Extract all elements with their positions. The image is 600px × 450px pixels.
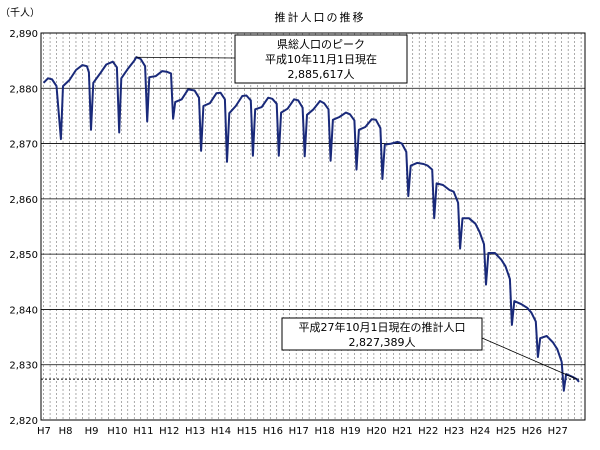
annotation-text: 2,885,617人 [288,68,355,81]
x-tick-labels: H7 H8 H9 H10 H11 H12 H13 H14 H15 H16 H17 H18 H19 H20 H… [37,426,568,437]
x-tick-label: H26 [522,426,542,437]
x-tick-label-start: H7 [37,426,51,437]
x-tick-label: H22 [418,426,438,437]
plot-frame [40,32,586,421]
chart-title: 推計人口の推移 [275,10,366,24]
x-tick-label: H9 [85,426,99,437]
x-tick-label: H19 [340,426,360,437]
y-tick-label: 2,830 [9,361,38,372]
y-axis-unit-label: （千人） [0,7,40,19]
x-tick-label: H20 [366,426,386,437]
series-group [42,56,580,392]
x-tick-label: H8 [59,426,73,437]
annotation-text: 平成27年10月1日現在の推計人口 [299,320,466,334]
annotation-text: 2,827,389人 [349,336,416,349]
annotation-leader-line [136,56,236,59]
x-tick-label: H27 [548,426,568,437]
axes [40,32,586,421]
x-tick-label: H16 [263,426,283,437]
series-line [42,56,580,392]
y-tick-label: 2,820 [9,416,38,427]
x-tick-label: H17 [289,426,309,437]
x-tick-label: H14 [211,426,231,437]
annotation-box [234,34,408,84]
x-tick-label: H21 [392,426,412,437]
annotation-leader-line [481,337,577,380]
y-tick-label: 2,840 [9,305,38,316]
annotation-latest: 平成27年10月1日現在の推計人口 2,827,389人 [281,317,577,380]
annotation-box [281,317,483,351]
x-tick-label: H10 [107,426,127,437]
x-tick-label: H25 [496,426,516,437]
annotation-text: 平成10年11月1日現在 [265,52,377,66]
y-tick-label: 2,870 [9,140,38,151]
x-tick-label: H12 [159,426,179,437]
annotation-text: 県総人口のピーク [277,37,365,51]
x-tick-label: H24 [470,426,490,437]
x-tick-label: H18 [315,426,335,437]
x-tick-label: H23 [444,426,464,437]
x-tick-label: H15 [237,426,257,437]
x-tick-label: H13 [185,426,205,437]
x-tick-label: H11 [133,426,153,437]
y-tick-label: 2,860 [9,195,38,206]
y-tick-label: 2,890 [9,29,38,40]
y-tick-label: 2,880 [9,84,38,95]
y-tick-labels: 2,820 2,830 2,840 2,850 2,860 2,870 2,880 2,890 [9,29,38,427]
y-tick-label: 2,850 [9,250,38,261]
grid [41,32,585,421]
